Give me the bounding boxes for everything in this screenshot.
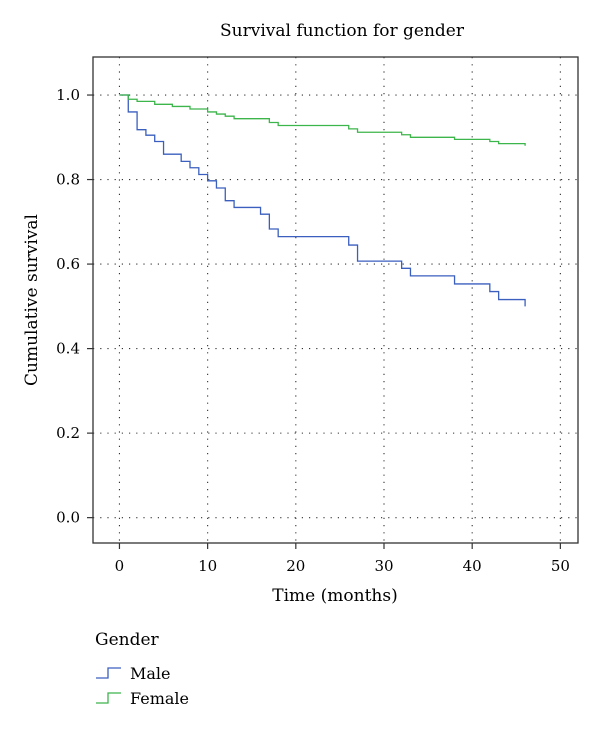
x-tick-label: 50 xyxy=(551,557,570,575)
legend-swatch-male xyxy=(96,667,121,679)
chart-title: Survival function for gender xyxy=(220,21,465,41)
y-axis-ticks: 0.0 0.2 0.4 0.6 0.8 1.0 xyxy=(56,86,93,527)
x-axis-ticks: 0 10 20 30 40 50 xyxy=(115,543,570,575)
legend: Male Female xyxy=(96,664,189,708)
plot-frame xyxy=(92,56,579,544)
x-tick-label: 20 xyxy=(286,557,305,575)
y-tick-label: 0.2 xyxy=(56,424,80,442)
series-lines xyxy=(119,94,526,307)
legend-title: Gender xyxy=(95,630,160,650)
x-tick-label: 0 xyxy=(115,557,125,575)
x-axis-label: Time (months) xyxy=(272,586,397,606)
grid xyxy=(93,57,578,543)
x-tick-label: 10 xyxy=(198,557,217,575)
legend-swatch-female xyxy=(96,692,121,704)
legend-label-female: Female xyxy=(130,689,189,708)
series-line-male xyxy=(119,94,526,307)
x-tick-label: 30 xyxy=(374,557,393,575)
y-tick-label: 1.0 xyxy=(56,86,80,104)
y-tick-label: 0.6 xyxy=(56,255,80,273)
y-tick-label: 0.0 xyxy=(56,509,80,527)
series-line-female xyxy=(119,94,526,146)
y-tick-label: 0.4 xyxy=(56,340,80,358)
y-tick-label: 0.8 xyxy=(56,171,80,189)
x-tick-label: 40 xyxy=(463,557,482,575)
y-axis-label: Cumulative survival xyxy=(22,214,42,386)
legend-label-male: Male xyxy=(130,664,171,683)
